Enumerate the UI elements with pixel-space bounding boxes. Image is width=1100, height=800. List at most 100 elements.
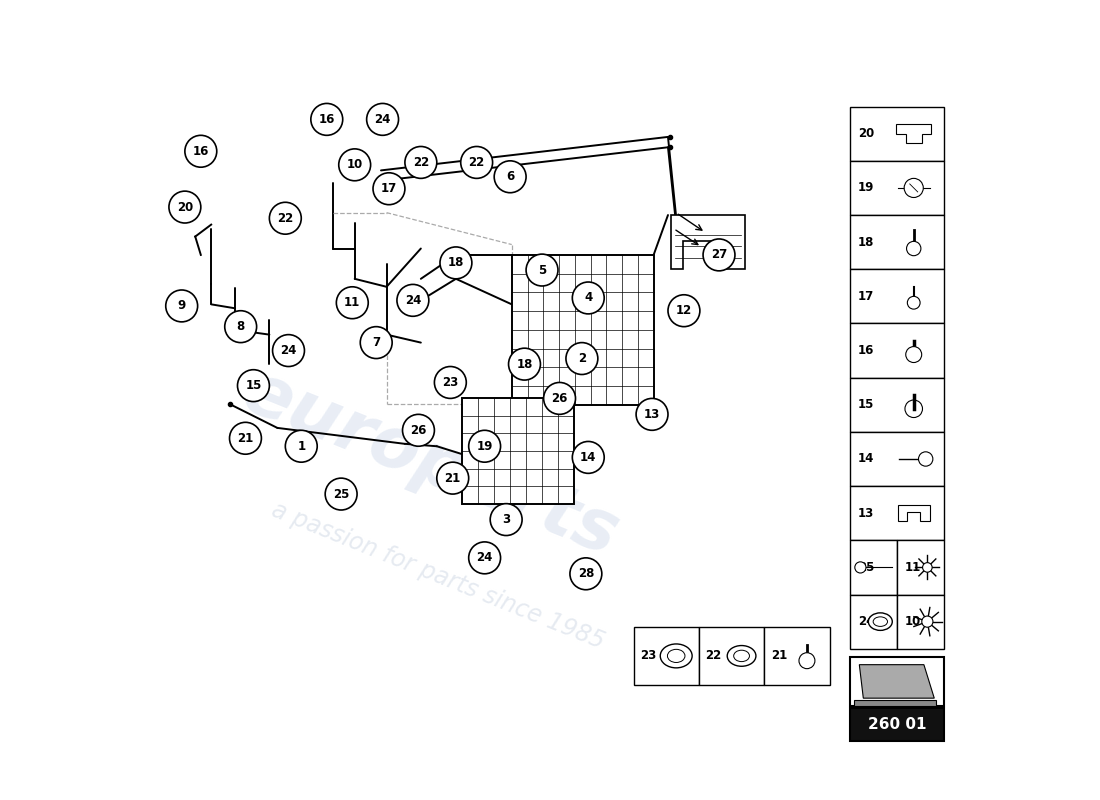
Text: 21: 21 (771, 650, 788, 662)
Text: 1: 1 (297, 440, 306, 453)
Circle shape (526, 254, 558, 286)
Text: 14: 14 (580, 451, 596, 464)
Bar (512, 255, 653, 405)
Circle shape (799, 653, 815, 669)
Text: 23: 23 (640, 650, 657, 662)
Polygon shape (671, 215, 745, 270)
Text: 13: 13 (644, 408, 660, 421)
Circle shape (185, 135, 217, 167)
Text: 18: 18 (858, 236, 874, 249)
Circle shape (918, 452, 933, 466)
Ellipse shape (873, 617, 888, 626)
Text: 25: 25 (333, 487, 350, 501)
Circle shape (469, 542, 500, 574)
Text: 26: 26 (410, 424, 427, 437)
Circle shape (461, 146, 493, 178)
Circle shape (405, 146, 437, 178)
Text: 24: 24 (476, 551, 493, 564)
Text: 19: 19 (858, 182, 874, 194)
Circle shape (169, 191, 201, 223)
Bar (764, 627, 829, 685)
Text: a passion for parts since 1985: a passion for parts since 1985 (268, 498, 608, 654)
Text: 22: 22 (412, 156, 429, 169)
Text: 19: 19 (476, 440, 493, 453)
Circle shape (326, 478, 358, 510)
Text: 22: 22 (705, 650, 722, 662)
Text: 11: 11 (905, 561, 921, 574)
Text: 15: 15 (245, 379, 262, 392)
Text: 18: 18 (516, 358, 532, 370)
Circle shape (703, 239, 735, 271)
Circle shape (572, 282, 604, 314)
Polygon shape (859, 665, 934, 698)
Circle shape (166, 290, 198, 322)
Circle shape (440, 247, 472, 279)
Circle shape (469, 430, 500, 462)
Text: 7: 7 (372, 336, 381, 349)
Circle shape (543, 382, 575, 414)
Polygon shape (896, 124, 932, 143)
Text: 16: 16 (192, 145, 209, 158)
Circle shape (908, 296, 920, 309)
Text: 8: 8 (236, 320, 245, 333)
Text: 12: 12 (675, 304, 692, 318)
Text: 24: 24 (405, 294, 421, 307)
Text: 24: 24 (374, 113, 390, 126)
Bar (850, 215, 944, 270)
Ellipse shape (668, 650, 685, 662)
Text: 16: 16 (858, 344, 874, 357)
Polygon shape (898, 506, 929, 521)
Circle shape (397, 285, 429, 316)
Circle shape (273, 334, 305, 366)
Circle shape (311, 103, 343, 135)
Text: 14: 14 (858, 453, 874, 466)
Bar (850, 657, 944, 706)
Circle shape (508, 348, 540, 380)
Text: 18: 18 (448, 256, 464, 270)
Bar (634, 627, 700, 685)
Text: 17: 17 (381, 182, 397, 195)
Circle shape (491, 504, 522, 535)
Circle shape (855, 562, 866, 573)
Bar (850, 432, 944, 486)
Circle shape (434, 366, 466, 398)
Text: 22: 22 (469, 156, 485, 169)
Circle shape (230, 422, 262, 454)
Bar (896, 540, 944, 594)
Ellipse shape (734, 650, 749, 662)
Text: europarts: europarts (232, 357, 628, 570)
Bar (850, 323, 944, 378)
Text: 10: 10 (346, 158, 363, 171)
Circle shape (570, 558, 602, 590)
Text: 4: 4 (584, 291, 593, 305)
Bar (850, 270, 944, 323)
Text: 3: 3 (502, 513, 510, 526)
Text: 13: 13 (858, 506, 874, 520)
Text: 9: 9 (177, 299, 186, 313)
Text: 27: 27 (711, 249, 727, 262)
Circle shape (905, 400, 923, 418)
Bar (850, 708, 944, 742)
Bar (850, 486, 944, 540)
Circle shape (224, 310, 256, 342)
Text: 24: 24 (858, 615, 874, 628)
Ellipse shape (868, 613, 892, 630)
Text: 15: 15 (858, 398, 874, 411)
Text: 20: 20 (858, 127, 874, 140)
Circle shape (904, 178, 923, 198)
Ellipse shape (660, 644, 692, 668)
Circle shape (922, 616, 933, 627)
Bar (850, 161, 944, 215)
Text: 21: 21 (444, 472, 461, 485)
Circle shape (366, 103, 398, 135)
Circle shape (494, 161, 526, 193)
Text: 17: 17 (858, 290, 874, 303)
Text: 20: 20 (177, 201, 192, 214)
Circle shape (337, 286, 368, 318)
Text: 24: 24 (280, 344, 297, 357)
Circle shape (923, 562, 932, 572)
Circle shape (572, 442, 604, 474)
Circle shape (906, 242, 921, 256)
Bar (462, 398, 574, 504)
Circle shape (270, 202, 301, 234)
